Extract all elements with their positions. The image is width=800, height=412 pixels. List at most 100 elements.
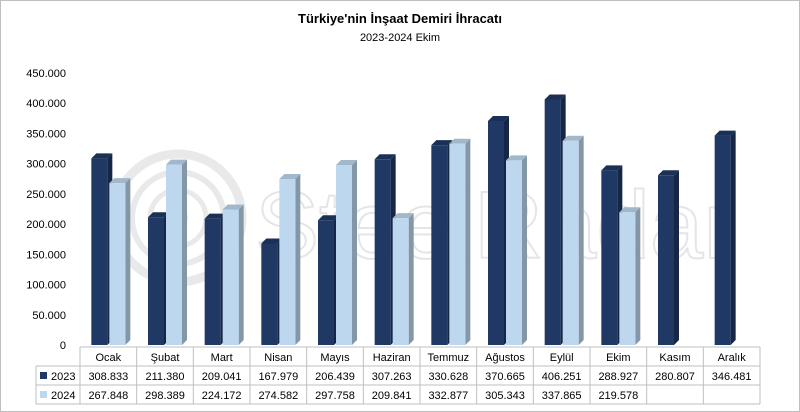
data-label: 209.041 bbox=[202, 371, 242, 383]
bar-front bbox=[562, 140, 579, 345]
data-label: 332.877 bbox=[428, 390, 468, 402]
bar-2024-Ocak bbox=[109, 178, 131, 345]
bar-2023-Aralık bbox=[714, 130, 736, 345]
bar-2023-Ekim bbox=[601, 165, 623, 345]
x-tick-label: Kasım bbox=[659, 352, 690, 364]
bar-front bbox=[601, 170, 618, 345]
data-label: 346.481 bbox=[712, 371, 752, 383]
x-tick-label: Eylül bbox=[550, 352, 574, 364]
y-tick-label: 350.000 bbox=[26, 128, 66, 140]
bar-2024-Ağustos bbox=[506, 155, 527, 345]
data-label: 298.389 bbox=[145, 390, 185, 402]
data-label: 206.439 bbox=[315, 371, 355, 383]
y-tick-label: 300.000 bbox=[26, 159, 66, 171]
y-tick-label: 150.000 bbox=[26, 249, 66, 261]
bar-top bbox=[714, 130, 736, 136]
bar-top bbox=[506, 155, 527, 161]
bar-top bbox=[601, 165, 623, 171]
x-tick-label: Nisan bbox=[264, 352, 292, 364]
data-label: 297.758 bbox=[315, 390, 355, 402]
data-label: 274.582 bbox=[258, 390, 298, 402]
bar-2023-Kasım bbox=[658, 170, 679, 345]
y-tick-label: 200.000 bbox=[26, 219, 66, 231]
bar-2024-Ekim bbox=[619, 207, 641, 345]
bar-2024-Nisan bbox=[279, 174, 301, 345]
bar-2024-Eylül bbox=[562, 135, 584, 345]
x-tick-label: Haziran bbox=[373, 352, 411, 364]
bar-side bbox=[352, 160, 357, 345]
bar-side bbox=[465, 138, 471, 345]
bar-top bbox=[562, 135, 584, 141]
bar-top bbox=[109, 178, 131, 184]
bar-front bbox=[222, 209, 239, 345]
bar-top bbox=[544, 94, 566, 100]
y-tick-label: 50.000 bbox=[32, 310, 66, 322]
chart-subtitle: 2023-2024 Ekim bbox=[360, 32, 440, 44]
legend-swatch-2023 bbox=[40, 372, 47, 379]
bar-2023-Haziran bbox=[374, 154, 396, 345]
bar-top bbox=[318, 215, 339, 221]
bar-top bbox=[148, 212, 169, 218]
data-label: 370.665 bbox=[485, 371, 525, 383]
bar-front bbox=[506, 160, 522, 345]
bar-side bbox=[578, 135, 584, 345]
bar-front bbox=[658, 175, 674, 345]
bar-side bbox=[238, 204, 244, 345]
data-table: Ocak Şubat Mart Nisan Mayıs Haziran Temmuz Ağus… bbox=[35, 346, 761, 405]
data-label: 219.578 bbox=[598, 390, 638, 402]
bar-2024-Şubat bbox=[166, 159, 187, 345]
bar-front bbox=[318, 220, 334, 345]
bar-side bbox=[674, 170, 679, 345]
bar-front bbox=[109, 183, 126, 345]
y-tick-label: 100.000 bbox=[26, 280, 66, 292]
bar-front bbox=[374, 159, 391, 345]
bar-top bbox=[336, 160, 357, 166]
y-tick-label: 450.000 bbox=[26, 68, 66, 80]
x-tick-label: Ocak bbox=[95, 352, 121, 364]
bar-side bbox=[182, 159, 187, 345]
bar-side bbox=[295, 174, 301, 345]
chart-title: Türkiye'nin İnşaat Demiri İhracatı bbox=[298, 11, 502, 26]
legend-label: 2024 bbox=[51, 390, 75, 402]
bar-side bbox=[635, 207, 641, 345]
data-label: 330.628 bbox=[428, 371, 468, 383]
bar-2023-Nisan bbox=[261, 238, 283, 345]
bar-front bbox=[204, 218, 221, 345]
y-tick-label: 400.000 bbox=[26, 98, 66, 110]
data-label: 267.848 bbox=[88, 390, 128, 402]
legend-label: 2023 bbox=[51, 371, 75, 383]
bar-side bbox=[408, 213, 414, 345]
x-tick-label: Ağustos bbox=[485, 352, 525, 364]
bar-2024-Haziran bbox=[392, 213, 414, 345]
y-axis: 0 50.000 100.000 150.000 200.000 250.000 300.0… bbox=[26, 68, 66, 352]
bar-front bbox=[336, 165, 352, 345]
bar-front bbox=[91, 158, 108, 345]
bar-side bbox=[730, 130, 736, 345]
bar-front bbox=[449, 143, 466, 345]
data-label: 308.833 bbox=[88, 371, 128, 383]
bar-2023-Ağustos bbox=[488, 115, 509, 345]
data-label: 224.172 bbox=[202, 390, 242, 402]
bar-top bbox=[222, 204, 244, 210]
bar-top bbox=[91, 153, 113, 159]
bar-top bbox=[619, 207, 641, 213]
bar-top bbox=[374, 154, 396, 160]
bar-front bbox=[148, 217, 164, 345]
bar-front bbox=[714, 135, 731, 345]
x-tick-label: Mart bbox=[211, 352, 233, 364]
bar-2023-Mart bbox=[204, 213, 226, 345]
bar-top bbox=[261, 238, 283, 244]
data-label: 288.927 bbox=[598, 371, 638, 383]
bar-top bbox=[166, 159, 187, 165]
bars bbox=[91, 94, 736, 345]
bar-2024-Temmuz bbox=[449, 138, 471, 345]
bar-top bbox=[392, 213, 414, 219]
bar-front bbox=[279, 179, 296, 345]
bar-2024-Mart bbox=[222, 204, 244, 345]
bar-front bbox=[488, 120, 504, 345]
bar-2024-Mayıs bbox=[336, 160, 357, 345]
data-label: 406.251 bbox=[542, 371, 582, 383]
x-tick-label: Aralık bbox=[718, 352, 747, 364]
data-label: 305.343 bbox=[485, 390, 525, 402]
bar-front bbox=[544, 99, 561, 345]
